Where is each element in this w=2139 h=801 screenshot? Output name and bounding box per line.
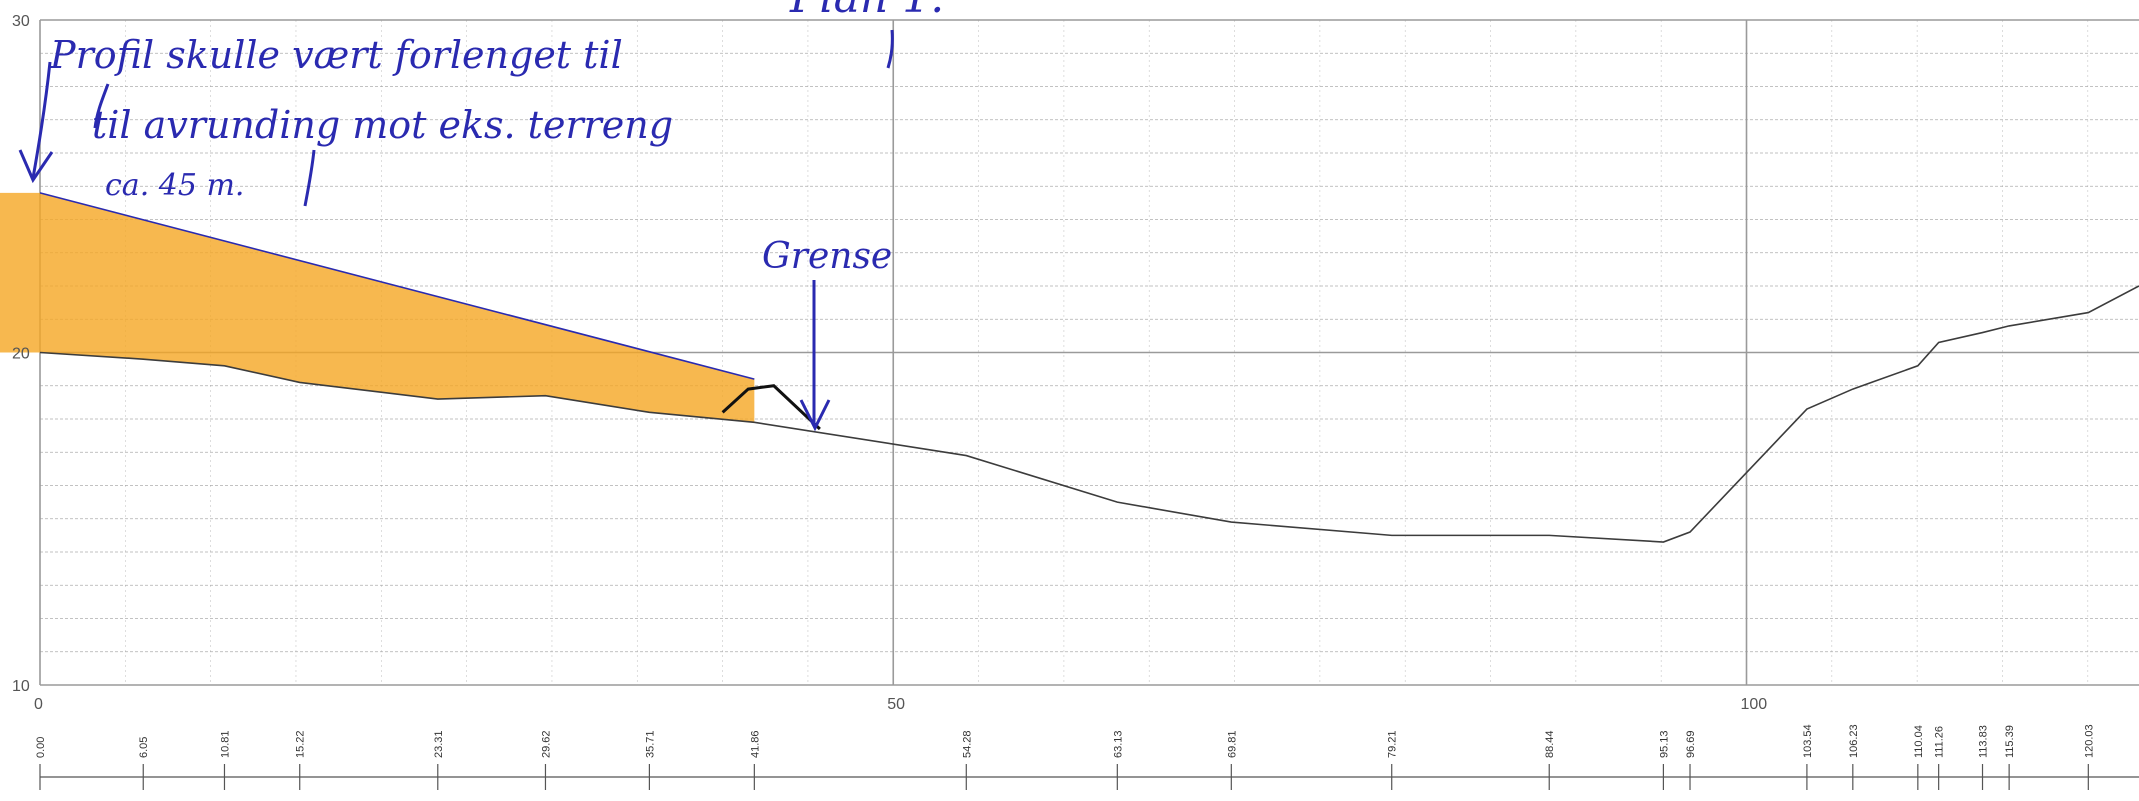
grense-label: Grense xyxy=(762,236,892,277)
station-label: 6.05 xyxy=(138,737,150,758)
x-tick-label: 100 xyxy=(1741,696,1768,713)
y-tick-label: 10 xyxy=(12,678,30,695)
y-tick-label: 30 xyxy=(12,13,30,30)
station-row: 0.00 6.05 10.81 15.22 23.31 29.62 35.71 41.86 54… xyxy=(35,724,2139,790)
fill-area xyxy=(0,193,754,422)
station-label: 106.23 xyxy=(1848,724,1860,758)
station-label: 95.13 xyxy=(1658,730,1670,758)
station-label: 54.28 xyxy=(961,730,973,758)
y-tick-label: 20 xyxy=(12,346,30,363)
station-label: 63.13 xyxy=(1112,730,1124,758)
station-label: 96.69 xyxy=(1685,730,1697,758)
station-label: 15.22 xyxy=(295,730,307,758)
station-label: 10.81 xyxy=(219,730,231,758)
station-label: 115.39 xyxy=(2004,725,2016,758)
x-tick-label: 0 xyxy=(34,696,43,713)
station-label: 111.26 xyxy=(1934,726,1946,758)
station-label: 41.86 xyxy=(749,730,761,758)
x-tick-label: 50 xyxy=(887,696,905,713)
station-label: 35.71 xyxy=(644,730,656,758)
note-line-3: ca. 45 m. xyxy=(105,168,244,203)
top-stroke xyxy=(888,30,892,68)
note-stroke xyxy=(305,150,314,206)
station-label: 0.00 xyxy=(35,737,47,758)
station-label: 29.62 xyxy=(540,730,552,758)
station-label: 88.44 xyxy=(1544,730,1556,758)
station-label: 103.54 xyxy=(1802,724,1814,758)
station-label: 110.04 xyxy=(1913,725,1925,758)
station-label: 113.83 xyxy=(1978,725,1990,758)
note-line-1: Profil skulle vært forlenget til xyxy=(49,33,623,77)
fill-area-shape xyxy=(0,193,754,422)
station-label: 23.31 xyxy=(433,730,445,758)
station-label: 79.21 xyxy=(1387,730,1399,758)
top-fragment: Plan 1. xyxy=(789,0,944,23)
station-label: 120.03 xyxy=(2083,724,2095,758)
station-label: 69.81 xyxy=(1226,730,1238,758)
note-line-2: til avrunding mot eks. terreng xyxy=(92,103,673,147)
